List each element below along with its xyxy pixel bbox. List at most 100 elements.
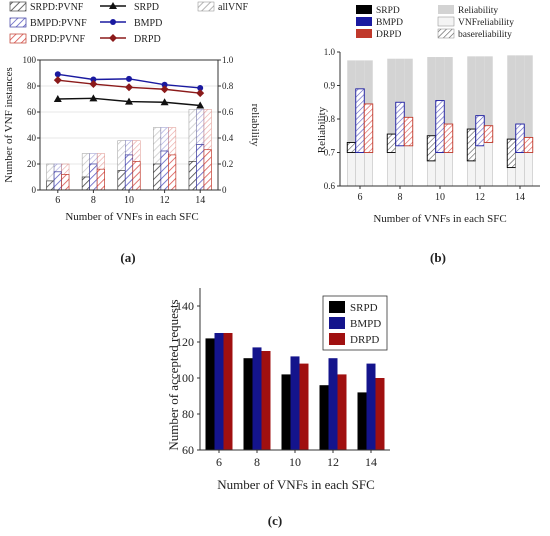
base-reliability-bar xyxy=(484,142,493,187)
panel-a-xlabel: Number of VNFs in each SFC xyxy=(65,211,198,223)
bar xyxy=(319,385,329,450)
legend-label: BMPD xyxy=(350,318,381,330)
allvnf-bar xyxy=(160,127,169,152)
allvnf-bar xyxy=(168,127,177,156)
y-tick-label: 0 xyxy=(32,185,37,195)
panel-b-label: (b) xyxy=(430,250,446,265)
x-tick-label: 10 xyxy=(124,195,134,206)
vnf-reliability-bar xyxy=(346,141,357,153)
panel-a-axes xyxy=(37,59,221,193)
bar xyxy=(328,358,338,450)
y-tick-label: 1.0 xyxy=(324,47,336,57)
y-tick-label: 120 xyxy=(176,335,194,349)
y-tick-label: 0.9 xyxy=(324,81,336,91)
reliability-bar xyxy=(347,60,356,186)
allvnf-bar xyxy=(53,163,62,173)
x-tick-label: 10 xyxy=(435,192,445,203)
reliability-bar xyxy=(444,57,453,187)
panel-b-ylabel: Reliability xyxy=(316,106,328,153)
base-reliability-bar xyxy=(435,152,445,187)
y-tick-label: 140 xyxy=(176,299,194,313)
panel-a-ylabel-right: reliability xyxy=(249,104,261,147)
y-tick-label: 60 xyxy=(182,443,194,457)
vnf-reliability-bar xyxy=(483,125,494,143)
allvnf-bar xyxy=(89,153,98,165)
reliability-bar xyxy=(515,55,525,186)
diamond-marker xyxy=(109,34,117,42)
bar xyxy=(366,363,376,450)
reliability-bar xyxy=(387,58,396,187)
diamond-marker xyxy=(196,89,205,98)
y-right-tick-label: 0 xyxy=(222,185,227,195)
legend-swatch xyxy=(437,28,455,39)
legend-label: basereliability xyxy=(458,30,512,40)
base-reliability-bar xyxy=(364,152,373,187)
base-reliability-bar xyxy=(524,152,533,187)
legend-label: allVNF xyxy=(218,2,248,13)
y-tick-label: 60 xyxy=(27,107,37,117)
base-reliability-bar xyxy=(475,145,485,187)
y-right-tick-label: 1.0 xyxy=(222,55,234,65)
panel-c-axes xyxy=(197,288,390,453)
legend-label: VNFreliability xyxy=(458,18,514,28)
allvnf-bar xyxy=(188,109,197,162)
panel-b-bars xyxy=(346,55,534,187)
base-reliability-bar xyxy=(404,145,413,187)
bar xyxy=(214,333,224,450)
legend-swatch xyxy=(9,17,27,28)
bar xyxy=(223,333,233,450)
panel-b-xlabel: Number of VNFs in each SFC xyxy=(373,213,506,225)
legend-label: DRPD xyxy=(134,34,161,45)
y-tick-label: 0.7 xyxy=(324,148,336,158)
vnf-reliability-bar xyxy=(466,128,477,162)
bar xyxy=(357,392,367,450)
triangle-marker xyxy=(196,101,205,109)
legend-label: DRPD xyxy=(376,30,401,40)
x-tick-label: 8 xyxy=(254,455,260,469)
bar xyxy=(281,374,291,450)
legend-label: DRPD xyxy=(350,334,379,346)
panel-c-label: (c) xyxy=(268,513,282,528)
pvnf-bar xyxy=(160,150,169,191)
panel-a-label: (a) xyxy=(120,250,135,265)
x-tick-label: 10 xyxy=(289,455,301,469)
y-right-tick-label: 0.6 xyxy=(222,107,234,117)
legend-label: SRPD xyxy=(376,6,400,16)
legend-label: DRPD:PVNF xyxy=(30,34,85,45)
legend-swatch xyxy=(197,1,215,12)
vnf-reliability-bar xyxy=(475,115,485,147)
bar xyxy=(337,374,347,450)
panel-a-tick-labels: 0 20 40 60 80 100 0 0.2 0.4 0.6 0.8 1.0 6 8 10 12 14 xyxy=(23,55,234,206)
legend-swatch xyxy=(329,317,345,329)
circle-marker xyxy=(90,76,97,83)
pvnf-bar xyxy=(89,163,98,191)
panel-a-lines xyxy=(53,71,205,109)
bar xyxy=(299,363,309,450)
chart-panel-c: 60 80 100 120 140 6 8 10 12 14 SRPD BMPD DRPD Numbe… xyxy=(166,288,390,528)
legend-swatch xyxy=(329,333,345,345)
legend-swatch xyxy=(437,16,455,27)
reliability-bar xyxy=(507,55,516,186)
x-tick-label: 6 xyxy=(216,455,222,469)
panel-c-tick-labels: 60 80 100 120 140 6 8 10 12 14 xyxy=(176,299,377,469)
y-tick-label: 100 xyxy=(176,371,194,385)
allvnf-bar xyxy=(117,140,126,171)
allvnf-bar xyxy=(196,109,205,145)
panel-c-xlabel: Number of VNFs in each SFC xyxy=(217,477,375,492)
base-reliability-bar xyxy=(387,152,396,187)
bar xyxy=(290,356,300,450)
legend-swatch xyxy=(356,5,372,14)
bar xyxy=(205,338,215,450)
allvnf-bar xyxy=(153,127,162,165)
pvnf-bar xyxy=(53,171,62,191)
x-tick-label: 8 xyxy=(398,192,403,203)
legend-label: BMPD:PVNF xyxy=(30,18,87,29)
y-tick-label: 0.6 xyxy=(324,181,336,191)
bar xyxy=(252,347,262,450)
pvnf-bar xyxy=(117,170,126,191)
allvnf-bar xyxy=(61,163,70,175)
triangle-marker xyxy=(125,97,133,105)
triangle-marker xyxy=(109,2,117,9)
diamond-marker xyxy=(125,83,133,92)
pvnf-bar xyxy=(153,163,162,191)
